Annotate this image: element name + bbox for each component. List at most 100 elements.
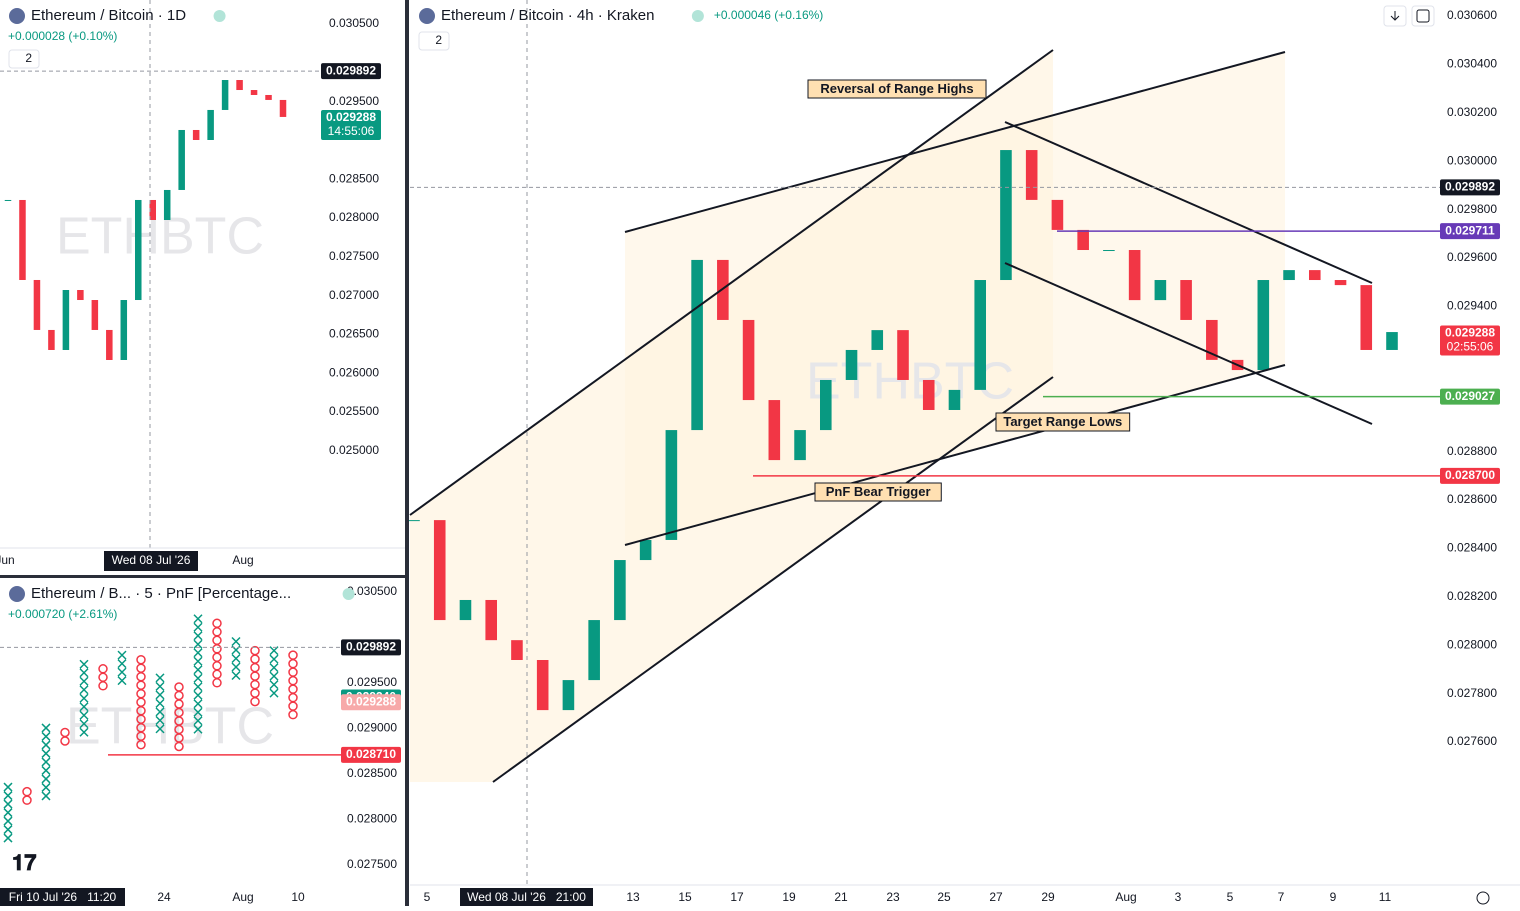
- x-tick-label: 17: [730, 890, 744, 904]
- watermark: ETHBTC: [66, 698, 274, 756]
- toolbar[interactable]: [1383, 5, 1490, 905]
- y-tick-label: 0.030200: [1447, 105, 1497, 119]
- candle: [1308, 270, 1321, 281]
- candle: [819, 379, 832, 431]
- x-box: [3, 799, 13, 809]
- o-box: [98, 681, 108, 691]
- price-tag: [341, 746, 401, 763]
- candle: [279, 99, 287, 117]
- x-box: [117, 650, 127, 660]
- x-box: [3, 833, 13, 843]
- o-column: [98, 664, 108, 691]
- x-column: [79, 659, 89, 737]
- download-icon: [1390, 11, 1400, 21]
- annotation: Reversal of Range Highs: [820, 81, 973, 96]
- candle: [48, 329, 55, 350]
- candle: [265, 94, 272, 100]
- x-tick-label: 9: [1330, 890, 1337, 904]
- status-dot: [342, 588, 355, 600]
- x-box: [155, 681, 165, 691]
- price-change: +0.000720 (+2.61%): [8, 607, 117, 621]
- candle: [4, 199, 12, 201]
- status-dot: [691, 10, 704, 22]
- crosshair-label: Wed 08 Jul '26 21:00: [467, 890, 586, 904]
- x-tick-label: 7: [1278, 890, 1285, 904]
- x-column: [269, 646, 279, 698]
- x-box: [193, 665, 203, 675]
- candle: [1077, 229, 1089, 251]
- o-column: [60, 727, 70, 746]
- x-tick-label: 29: [1041, 890, 1055, 904]
- candle: [207, 109, 214, 140]
- price-tag-label: 0.029288: [326, 110, 376, 124]
- candle: [1386, 332, 1398, 350]
- candle: [1257, 280, 1270, 371]
- candle: [974, 280, 987, 390]
- x-box: [117, 659, 127, 669]
- candle: [221, 80, 229, 110]
- trendlines: [409, 49, 1373, 783]
- x-box: [79, 710, 89, 720]
- o-box: [60, 736, 70, 746]
- candle: [588, 620, 600, 681]
- chart-title: Ethereum / Bitcoin · 1D: [31, 7, 186, 24]
- x-box: [3, 816, 13, 826]
- x-box: [231, 662, 241, 672]
- crosshair-label: Fri 10 Jul '26 11:20: [9, 890, 117, 904]
- indicators-toggle[interactable]: 2: [418, 31, 450, 51]
- x-box: [231, 653, 241, 664]
- price-tag: [1440, 179, 1500, 196]
- crosshair-tag: [0, 888, 125, 908]
- x-tick-label: 10: [291, 890, 305, 904]
- y-tick-label: 0.028800: [1447, 444, 1497, 458]
- watermark: ETHBTC: [56, 208, 264, 266]
- price-tag-label: 0.029892: [346, 640, 396, 654]
- x-box: [3, 782, 13, 792]
- y-tick-label: 0.029600: [1447, 250, 1497, 264]
- annotation-box: [814, 482, 942, 502]
- candle: [91, 300, 99, 330]
- candle: [742, 319, 755, 401]
- x-tick-label: 27: [989, 890, 1003, 904]
- x-tick-label: 15: [678, 890, 692, 904]
- y-tick-label: 0.027500: [347, 857, 397, 871]
- candle: [665, 430, 678, 540]
- candle: [948, 389, 961, 410]
- candle: [1334, 280, 1347, 286]
- fullscreen-button[interactable]: [1411, 5, 1435, 27]
- price-tag: [1440, 325, 1500, 356]
- x-column: [3, 782, 13, 843]
- x-box: [79, 702, 89, 712]
- candle: [192, 129, 200, 140]
- y-tick-label: 0.029400: [1447, 299, 1497, 313]
- price-tag-label: 0.028710: [346, 747, 396, 761]
- price-change: +0.000028 (+0.10%): [8, 29, 117, 43]
- x-tick-label: 13: [626, 890, 640, 904]
- y-tick-label: 0.030500: [329, 16, 379, 30]
- price-tag: [321, 110, 381, 141]
- crosshair-label: Wed 08 Jul '26: [112, 553, 191, 567]
- x-tick-label: 3: [1175, 890, 1182, 904]
- x-box: [155, 690, 165, 700]
- x-tick-label: 23: [886, 890, 900, 904]
- candle: [62, 289, 70, 350]
- candle: [1128, 250, 1141, 301]
- y-tick-label: 0.027000: [329, 288, 379, 302]
- candle: [1360, 285, 1373, 350]
- price-tag: [341, 694, 401, 711]
- y-tick-label: 0.029800: [1447, 202, 1497, 216]
- candle: [106, 329, 113, 360]
- settings-icon[interactable]: [1476, 891, 1490, 905]
- x-box: [155, 724, 165, 734]
- y-tick-label: 0.025500: [329, 404, 379, 418]
- symbol-icon: [9, 8, 25, 24]
- o-column: [136, 654, 146, 750]
- x-box: [79, 668, 89, 678]
- crosshair-tag: [104, 551, 198, 571]
- x-box: [155, 698, 165, 708]
- x-tick-label: Aug: [1115, 890, 1136, 904]
- indicators-box: [418, 31, 450, 51]
- x-box: [41, 757, 51, 767]
- trendline: [624, 364, 1286, 546]
- indicators-toggle[interactable]: 2: [8, 49, 40, 69]
